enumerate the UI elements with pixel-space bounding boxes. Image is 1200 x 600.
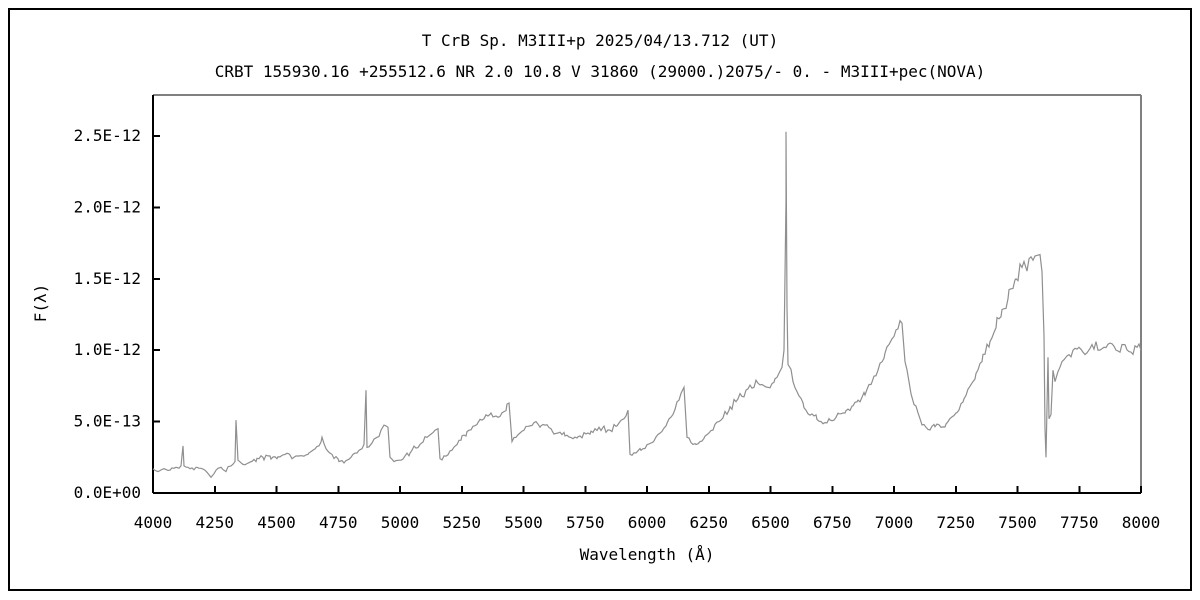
- y-axis-label: F(λ): [31, 284, 50, 323]
- x-tick-label: 5750: [566, 513, 605, 532]
- x-tick-label: 6000: [628, 513, 667, 532]
- x-tick-label: 4750: [319, 513, 358, 532]
- spectrum-trace: [152, 131, 1142, 479]
- x-tick-label: 7500: [998, 513, 1037, 532]
- plot-axes: [152, 94, 1142, 494]
- spectrum-line: [152, 131, 1142, 479]
- y-tick-label: 2.5E-12: [74, 126, 141, 145]
- x-tick-label: 6750: [813, 513, 852, 532]
- x-tick-label: 7000: [875, 513, 914, 532]
- y-tick-label: 2.0E-12: [74, 197, 141, 216]
- figure-outer-border: [8, 8, 1192, 591]
- x-tick-label: 5250: [442, 513, 481, 532]
- plot-tick-labels: 4000 4250 4500 4750 5000 5250 5500 5750 6000 6250…: [74, 126, 1161, 532]
- x-tick-label: 4000: [134, 513, 173, 532]
- x-tick-label: 7750: [1060, 513, 1099, 532]
- x-tick-label: 4500: [257, 513, 296, 532]
- y-tick-label: 5.0E-13: [74, 412, 141, 431]
- x-tick-label: 6500: [751, 513, 790, 532]
- x-tick-label: 8000: [1122, 513, 1161, 532]
- chart-title: T CrB Sp. M3III+p 2025/04/13.712 (UT): [422, 31, 778, 50]
- chart-subtitle: CRBT 155930.16 +255512.6 NR 2.0 10.8 V 3…: [215, 62, 986, 81]
- x-tick-label: 5500: [504, 513, 543, 532]
- y-tick-label: 1.5E-12: [74, 269, 141, 288]
- y-tick-label: 0.0E+00: [74, 483, 141, 502]
- y-tick-label: 1.0E-12: [74, 340, 141, 359]
- x-tick-label: 7250: [936, 513, 975, 532]
- x-tick-label: 4250: [195, 513, 234, 532]
- x-tick-label: 6250: [689, 513, 728, 532]
- x-axis-label: Wavelength (Å): [580, 545, 715, 564]
- x-tick-label: 5000: [381, 513, 420, 532]
